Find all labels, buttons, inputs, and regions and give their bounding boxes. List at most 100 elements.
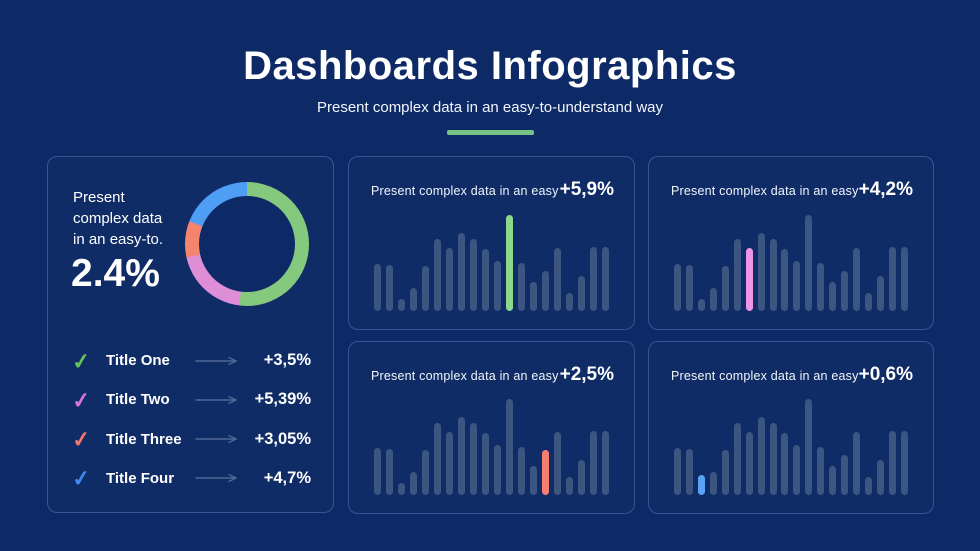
bar bbox=[685, 265, 693, 311]
bar bbox=[422, 450, 429, 495]
check-icon: ✓ bbox=[70, 347, 92, 375]
donut-hole bbox=[199, 196, 295, 292]
bar bbox=[542, 271, 549, 311]
panel-title: Present complex data in an easy bbox=[371, 369, 559, 383]
bar bbox=[829, 466, 837, 495]
bar bbox=[482, 433, 489, 495]
bar bbox=[674, 264, 681, 311]
legend-row: ✓ Title Two +5,39% bbox=[70, 380, 311, 419]
bar bbox=[853, 248, 861, 311]
bar bbox=[781, 249, 789, 311]
bar bbox=[853, 432, 861, 495]
bar bbox=[482, 249, 489, 311]
legend-row: ✓ Title Three +3,05% bbox=[70, 420, 311, 459]
highlight-bar bbox=[506, 215, 513, 311]
panel-value: +0,6% bbox=[858, 364, 913, 385]
bar bbox=[865, 293, 872, 311]
legend-value: +3,05% bbox=[254, 429, 311, 448]
bar bbox=[410, 472, 417, 495]
legend-value: +5,39% bbox=[254, 390, 311, 409]
panel-value: +5,9% bbox=[559, 179, 614, 200]
bar-panel-top-right: Present complex data in an easy +4,2% bbox=[648, 156, 934, 330]
bar bbox=[590, 247, 597, 311]
bar bbox=[697, 299, 705, 311]
bar bbox=[554, 248, 561, 311]
bar bbox=[841, 455, 849, 495]
bar bbox=[470, 423, 477, 495]
bar bbox=[674, 448, 681, 495]
bar bbox=[888, 247, 896, 311]
bar bbox=[805, 399, 813, 495]
bar bbox=[865, 477, 872, 495]
bar bbox=[446, 432, 453, 495]
bar bbox=[721, 450, 729, 495]
panel-header: Present complex data in an easy +4,2% bbox=[671, 179, 913, 201]
bar bbox=[566, 293, 573, 311]
bar bbox=[733, 239, 741, 311]
bar-chart bbox=[674, 395, 908, 495]
bar bbox=[745, 432, 753, 495]
bar bbox=[900, 431, 908, 495]
bar bbox=[578, 460, 585, 495]
panel-header: Present complex data in an easy +5,9% bbox=[371, 179, 614, 201]
bar bbox=[757, 233, 765, 311]
legend-label: Title Four bbox=[106, 469, 175, 487]
page-subtitle: Present complex data in an easy-to-under… bbox=[316, 99, 664, 116]
bar bbox=[386, 449, 393, 495]
bar bbox=[817, 263, 825, 311]
page-title: Dashboards Infographics bbox=[243, 44, 737, 88]
bar-panel-bottom-middle: Present complex data in an easy +2,5% bbox=[348, 341, 635, 514]
highlight-bar bbox=[745, 248, 753, 311]
legend-label: Title One bbox=[106, 352, 170, 370]
bar-chart bbox=[374, 395, 609, 495]
bar bbox=[458, 233, 465, 311]
bar bbox=[602, 431, 609, 495]
bar bbox=[530, 282, 537, 311]
donut-big-value: 2.4% bbox=[71, 252, 160, 295]
bar bbox=[506, 399, 513, 495]
check-icon: ✓ bbox=[70, 465, 92, 493]
donut-chart bbox=[185, 182, 309, 306]
bar bbox=[805, 215, 813, 311]
bar bbox=[458, 417, 465, 495]
panel-header: Present complex data in an easy +0,6% bbox=[671, 364, 913, 386]
bar bbox=[518, 447, 525, 495]
legend-label: Title Two bbox=[106, 391, 170, 409]
bar bbox=[793, 261, 801, 311]
bar bbox=[518, 263, 525, 311]
bar bbox=[398, 299, 405, 311]
header: Dashboards Infographics Present complex … bbox=[0, 0, 980, 135]
bar bbox=[374, 448, 381, 495]
bar bbox=[434, 239, 441, 311]
donut-panel: Present complex data in an easy-to. 2.4%… bbox=[47, 156, 334, 513]
bar bbox=[876, 276, 884, 311]
bar-panel-top-middle: Present complex data in an easy +5,9% bbox=[348, 156, 635, 330]
title-underline-accent bbox=[446, 130, 534, 135]
donut-legend: ✓ Title One +3,5% ✓ Title Two +5,39% ✓ T… bbox=[70, 341, 311, 498]
bar bbox=[876, 460, 884, 495]
bar bbox=[446, 248, 453, 311]
panel-title: Present complex data in an easy bbox=[671, 184, 859, 198]
arrow-right-icon bbox=[195, 356, 237, 365]
panel-header: Present complex data in an easy +2,5% bbox=[371, 364, 614, 386]
bar bbox=[410, 288, 417, 311]
bar bbox=[888, 431, 896, 495]
check-icon: ✓ bbox=[70, 386, 92, 414]
check-icon: ✓ bbox=[70, 426, 92, 453]
bar bbox=[841, 271, 849, 311]
bar bbox=[494, 445, 501, 495]
bar bbox=[757, 417, 765, 495]
donut-description: Present complex data in an easy-to. bbox=[73, 189, 164, 248]
panel-title: Present complex data in an easy bbox=[371, 184, 559, 198]
bar bbox=[434, 423, 441, 495]
bar bbox=[817, 447, 825, 495]
bar bbox=[709, 288, 717, 311]
bar bbox=[685, 449, 693, 495]
bar bbox=[900, 247, 908, 311]
bar bbox=[374, 264, 381, 311]
bar bbox=[769, 423, 777, 495]
legend-row: ✓ Title Four +4,7% bbox=[70, 459, 311, 498]
bar bbox=[386, 265, 393, 311]
arrow-right-icon bbox=[195, 474, 237, 483]
